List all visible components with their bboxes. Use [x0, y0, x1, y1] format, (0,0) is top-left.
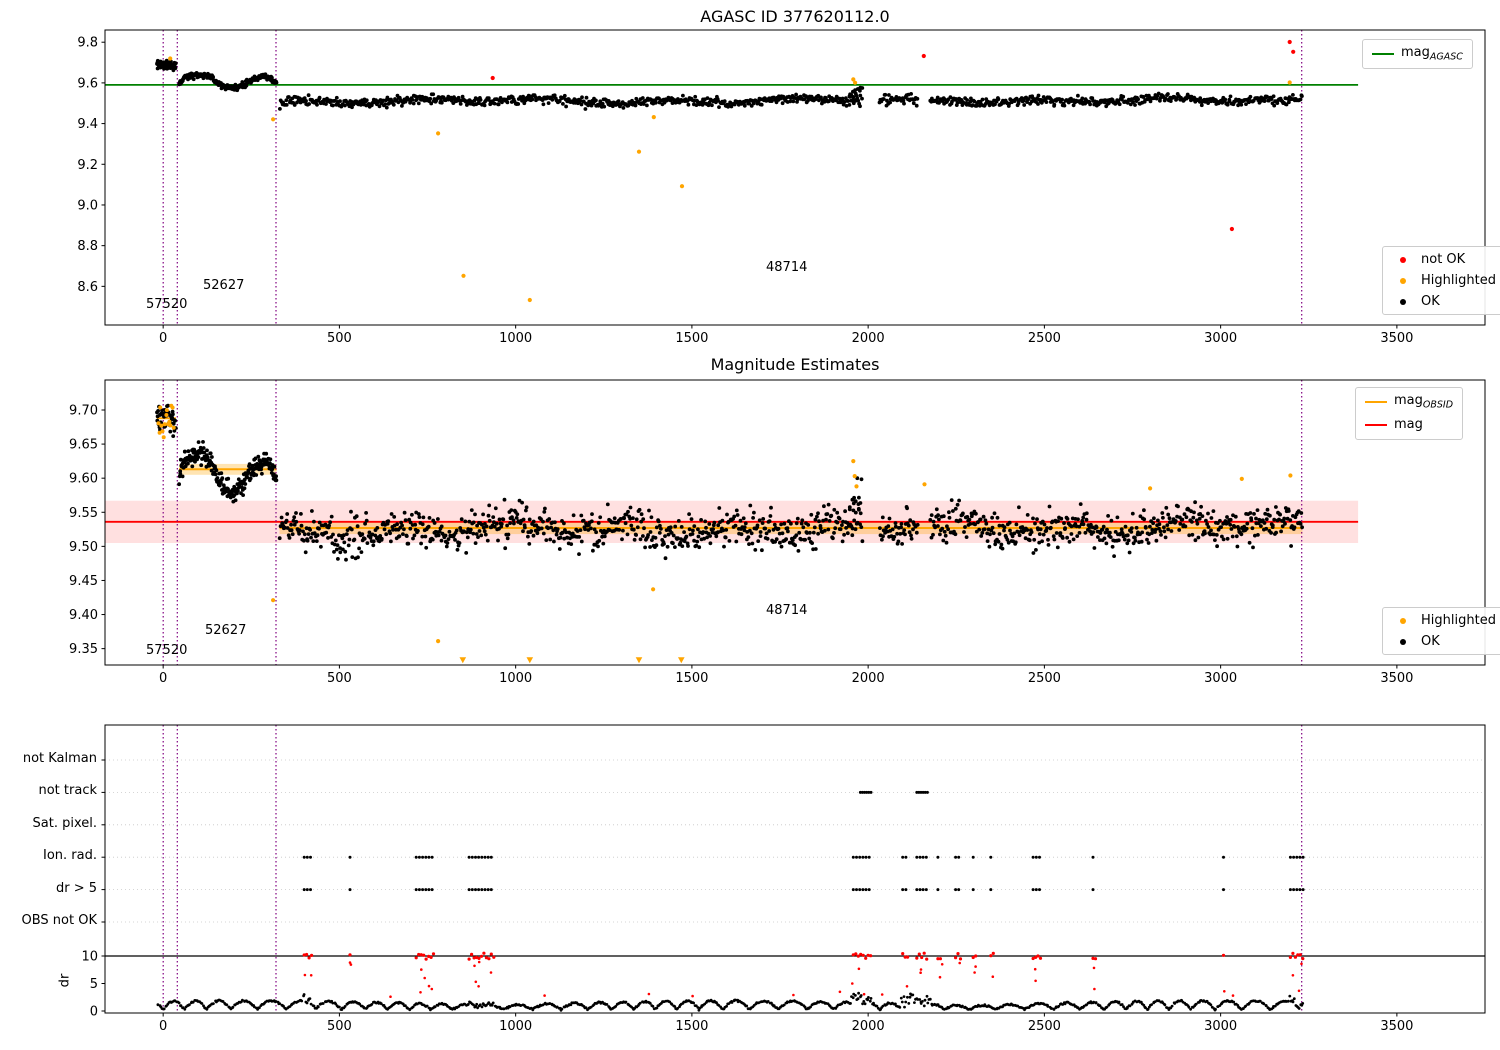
legend-label: Highlighted	[1421, 613, 1496, 628]
svg-text:2500: 2500	[1028, 331, 1061, 346]
svg-text:9.60: 9.60	[69, 472, 98, 487]
legend-marker	[1392, 277, 1414, 284]
legend-label-prefix: mag	[1401, 45, 1430, 60]
svg-text:8.8: 8.8	[77, 239, 98, 254]
svg-text:52627: 52627	[205, 623, 246, 638]
red-line-icon	[1365, 424, 1387, 427]
legend-quality-top: not OK Highlighted OK	[1382, 246, 1500, 315]
legend-marker	[1392, 617, 1414, 624]
chart1-title: AGASC ID 377620112.0	[700, 7, 890, 26]
ytick-label-ion-rad: Ion. rad.	[43, 848, 97, 863]
legend-entry: Highlighted	[1392, 613, 1496, 628]
legend-label: magAGASC	[1401, 45, 1463, 63]
svg-text:9.0: 9.0	[77, 198, 98, 213]
svg-text:500: 500	[327, 331, 352, 346]
svg-text:3500: 3500	[1380, 331, 1413, 346]
svg-text:9.40: 9.40	[69, 608, 98, 623]
legend-marker	[1392, 298, 1414, 305]
legend-entry: mag	[1365, 417, 1453, 435]
legend-label: magOBSID	[1394, 393, 1453, 411]
svg-text:3500: 3500	[1380, 1019, 1413, 1034]
svg-text:3000: 3000	[1204, 1019, 1237, 1034]
ytick-label-dr-gt-5: dr > 5	[55, 881, 97, 896]
legend-mag-obsid: magOBSID mag	[1355, 387, 1464, 441]
legend-label: OK	[1421, 294, 1440, 309]
svg-text:2000: 2000	[852, 1019, 885, 1034]
svg-text:2500: 2500	[1028, 1019, 1061, 1034]
svg-text:9.65: 9.65	[69, 438, 98, 453]
legend-entry: Highlighted	[1392, 273, 1496, 288]
svg-text:9.4: 9.4	[77, 117, 98, 132]
svg-text:5: 5	[90, 977, 98, 992]
legend-label-prefix: mag	[1394, 416, 1423, 432]
svg-text:10: 10	[81, 950, 98, 965]
svg-text:9.2: 9.2	[77, 158, 98, 173]
svg-text:9.55: 9.55	[69, 506, 98, 521]
svg-text:1000: 1000	[499, 671, 532, 686]
highlighted-dot-icon	[1400, 617, 1406, 624]
svg-text:48714: 48714	[766, 260, 807, 275]
ytick-label-not-track: not track	[38, 783, 97, 798]
svg-text:1000: 1000	[499, 1019, 532, 1034]
legend-quality-middle: Highlighted OK	[1382, 607, 1500, 655]
svg-text:9.6: 9.6	[77, 76, 98, 91]
ytick-label-sat-pixel: Sat. pixel.	[32, 816, 97, 831]
svg-text:0: 0	[159, 1019, 167, 1034]
green-line-icon	[1372, 52, 1394, 55]
svg-text:52627: 52627	[203, 278, 244, 293]
svg-text:9.45: 9.45	[69, 574, 98, 589]
svg-text:0: 0	[159, 671, 167, 686]
legend-entry: magAGASC	[1372, 45, 1463, 63]
svg-text:48714: 48714	[766, 603, 807, 618]
orange-line-icon	[1365, 400, 1387, 403]
svg-text:3000: 3000	[1204, 671, 1237, 686]
legend-entry: magOBSID	[1365, 393, 1453, 411]
svg-text:2000: 2000	[852, 671, 885, 686]
ytick-label-obs-not-ok: OBS not OK	[21, 913, 98, 928]
legend-label-sub: OBSID	[1422, 399, 1454, 411]
svg-text:1500: 1500	[675, 671, 708, 686]
svg-text:0: 0	[159, 331, 167, 346]
legend-label-sub: AGASC	[1429, 51, 1463, 63]
svg-text:2500: 2500	[1028, 671, 1061, 686]
legend-label: OK	[1421, 634, 1440, 649]
svg-text:3500: 3500	[1380, 671, 1413, 686]
legend-entry: OK	[1392, 634, 1496, 649]
svg-text:1500: 1500	[675, 331, 708, 346]
svg-text:9.8: 9.8	[77, 36, 98, 51]
svg-text:9.50: 9.50	[69, 540, 98, 555]
svg-text:57520: 57520	[146, 643, 187, 658]
not-ok-dot-icon	[1400, 256, 1406, 263]
ok-dot-icon	[1400, 638, 1406, 645]
highlighted-dot-icon	[1400, 277, 1406, 284]
svg-text:0: 0	[90, 1005, 98, 1020]
dr-axis-label: dr	[57, 973, 73, 988]
svg-text:8.6: 8.6	[77, 280, 98, 295]
svg-text:500: 500	[327, 671, 352, 686]
svg-text:9.35: 9.35	[69, 642, 98, 657]
legend-label-prefix: mag	[1394, 393, 1423, 408]
legend-mag-agasc: magAGASC	[1362, 39, 1473, 69]
ok-dot-icon	[1400, 298, 1406, 305]
svg-text:3000: 3000	[1204, 331, 1237, 346]
ytick-label-not-kalman: not Kalman	[22, 751, 97, 766]
legend-marker	[1392, 638, 1414, 645]
legend-marker	[1392, 256, 1414, 263]
svg-text:9.70: 9.70	[69, 404, 98, 419]
legend-label: not OK	[1421, 252, 1466, 267]
legend-label: mag	[1394, 417, 1423, 435]
svg-text:57520: 57520	[146, 297, 187, 312]
svg-text:2000: 2000	[852, 331, 885, 346]
chart2-title: Magnitude Estimates	[710, 355, 880, 374]
legend-entry: not OK	[1392, 252, 1496, 267]
svg-text:500: 500	[327, 1019, 352, 1034]
legend-entry: OK	[1392, 294, 1496, 309]
legend-label: Highlighted	[1421, 273, 1496, 288]
svg-text:1000: 1000	[499, 331, 532, 346]
svg-text:1500: 1500	[675, 1019, 708, 1034]
